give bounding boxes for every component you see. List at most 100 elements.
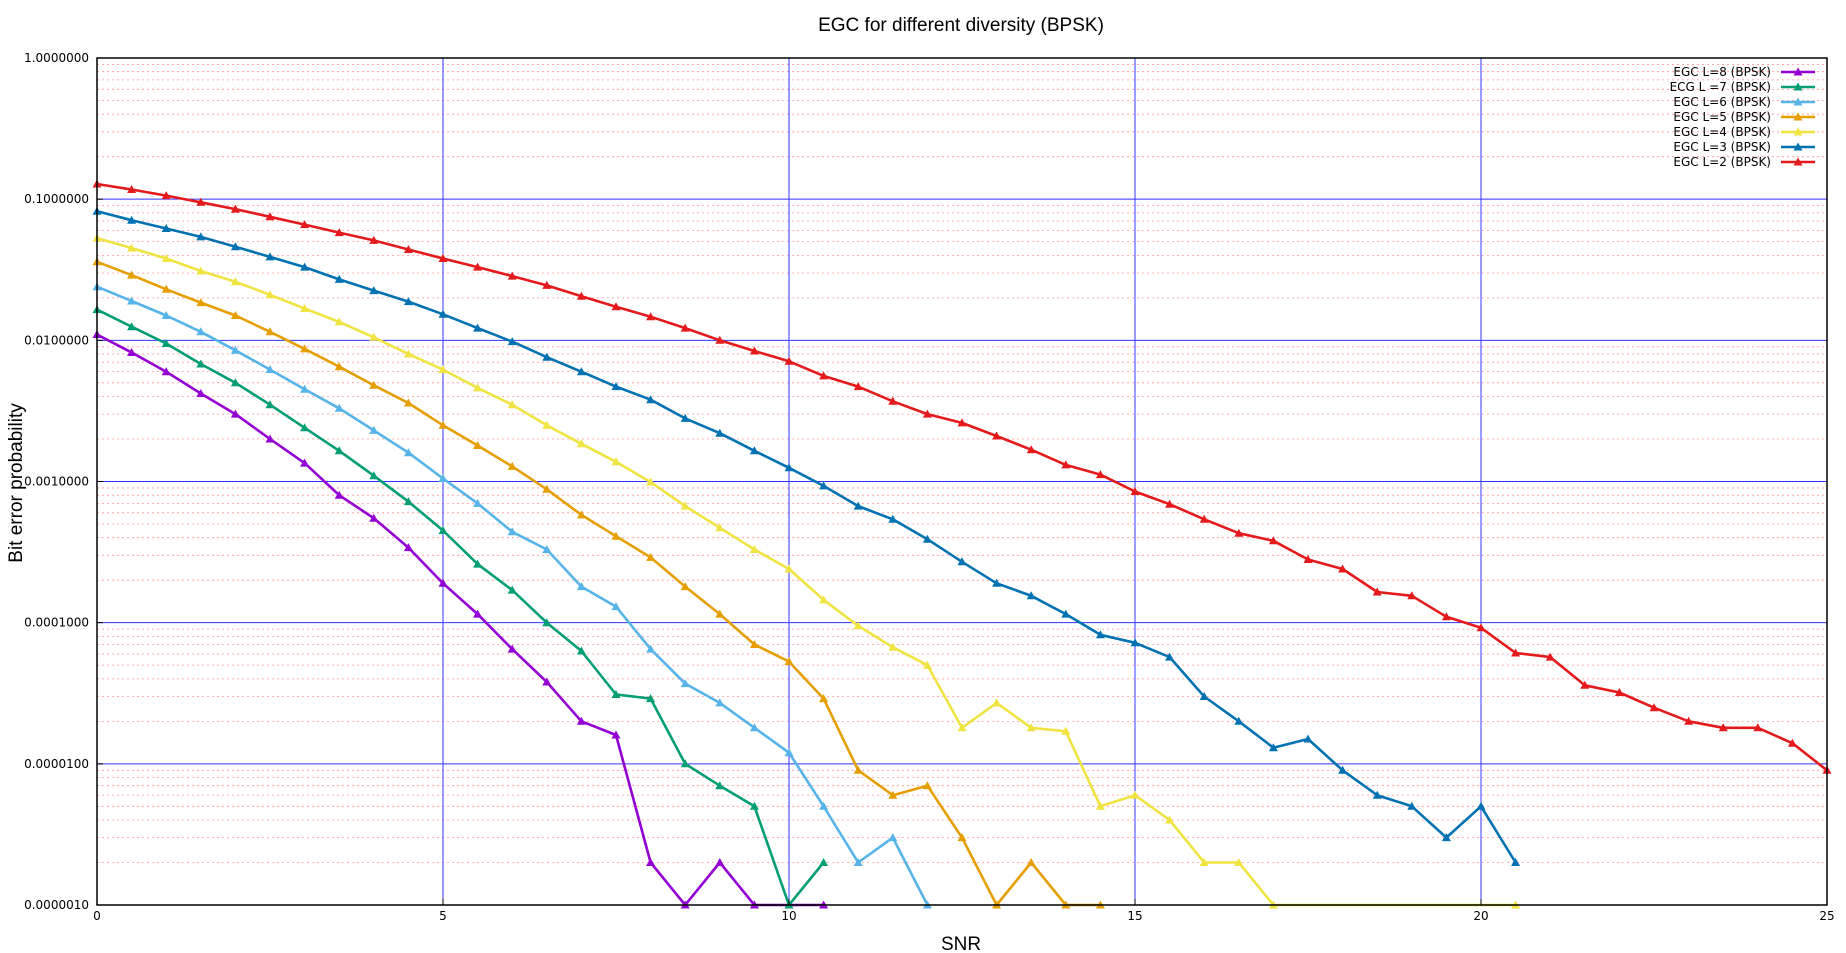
data-point: [265, 252, 275, 261]
data-point: [230, 311, 240, 319]
x-tick-label: 20: [1473, 909, 1488, 923]
data-point: [715, 781, 725, 790]
data-point: [1476, 623, 1486, 632]
data-point: [542, 352, 552, 361]
data-point: [1268, 536, 1278, 545]
data-point: [992, 578, 1002, 587]
data-point: [853, 765, 863, 774]
series-line: [96, 285, 929, 906]
legend-item: EGC L=4 (BPSK): [1673, 125, 1815, 139]
data-point: [1165, 499, 1175, 508]
x-tick-label: 25: [1819, 909, 1834, 923]
data-point: [784, 356, 794, 365]
data-point: [127, 215, 137, 224]
data-point: [473, 559, 483, 568]
data-point: [1268, 743, 1278, 752]
data-point: [1372, 790, 1382, 799]
data-point: [715, 523, 725, 532]
data-point: [576, 510, 586, 519]
data-point: [473, 441, 483, 449]
data-point: [473, 609, 483, 618]
data-point: [265, 434, 275, 443]
legend-item: ECG L =7 (BPSK): [1670, 80, 1815, 94]
data-point: [819, 858, 829, 866]
legend-item: EGC L=8 (BPSK): [1673, 65, 1815, 79]
series-5: [92, 233, 1521, 909]
data-point: [715, 428, 725, 437]
legend: EGC L=8 (BPSK)ECG L =7 (BPSK)EGC L=6 (BP…: [1670, 65, 1815, 169]
data-point: [646, 477, 656, 486]
data-point: [749, 723, 759, 732]
data-point: [438, 254, 448, 262]
data-point: [888, 396, 898, 405]
chart-title: EGC for different diversity (BPSK): [818, 15, 1104, 36]
data-point: [438, 365, 448, 374]
data-point: [507, 585, 517, 594]
data-point: [576, 367, 586, 376]
data-point: [300, 304, 310, 312]
data-point: [403, 398, 413, 407]
data-point: [230, 345, 240, 354]
data-point: [784, 564, 794, 573]
data-point: [1407, 591, 1417, 600]
data-point: [853, 621, 863, 630]
data-point: [680, 582, 690, 591]
data-point: [507, 461, 517, 470]
data-point: [403, 448, 413, 457]
data-point: [957, 723, 967, 732]
data-point: [507, 337, 517, 346]
data-point: [196, 327, 206, 336]
data-point: [334, 490, 344, 499]
data-point: [749, 346, 759, 355]
data-point: [300, 458, 310, 467]
data-point: [438, 526, 448, 534]
data-point: [127, 322, 137, 331]
data-point: [715, 609, 725, 618]
data-point: [230, 378, 240, 387]
legend-marker: [1793, 142, 1803, 151]
data-point: [646, 312, 656, 321]
data-point: [161, 339, 171, 347]
data-point: [369, 380, 379, 389]
data-point: [369, 332, 379, 341]
data-point: [1614, 688, 1624, 696]
grid: [97, 58, 1827, 905]
data-point: [161, 191, 171, 200]
data-point: [680, 501, 690, 510]
data-point: [611, 302, 621, 311]
x-tick-label: 5: [439, 909, 447, 923]
data-point: [749, 446, 759, 455]
data-point: [576, 291, 586, 300]
legend-label: EGC L=8 (BPSK): [1673, 65, 1771, 79]
data-point: [957, 833, 967, 842]
data-point: [369, 513, 379, 522]
data-point: [542, 618, 552, 627]
data-point: [369, 471, 379, 480]
data-point: [196, 232, 206, 241]
data-point: [300, 220, 310, 229]
legend-item: EGC L=3 (BPSK): [1673, 140, 1815, 154]
data-point: [438, 420, 448, 429]
data-point: [576, 439, 586, 448]
data-point: [1476, 801, 1486, 810]
data-point: [611, 382, 621, 391]
data-point: [1095, 801, 1105, 810]
data-point: [196, 197, 206, 206]
series-6: [92, 206, 1521, 866]
legend-marker: [1793, 82, 1803, 91]
data-point: [957, 557, 967, 566]
data-point: [749, 640, 759, 648]
data-point: [403, 497, 413, 506]
data-point: [749, 545, 759, 553]
data-point: [1199, 858, 1209, 866]
data-point: [1338, 765, 1348, 774]
data-point: [1545, 652, 1555, 661]
legend-marker: [1793, 67, 1803, 76]
data-point: [369, 286, 379, 295]
data-point: [542, 484, 552, 493]
data-point: [265, 365, 275, 374]
data-point: [784, 748, 794, 757]
data-point: [922, 409, 932, 418]
data-point: [680, 323, 690, 332]
